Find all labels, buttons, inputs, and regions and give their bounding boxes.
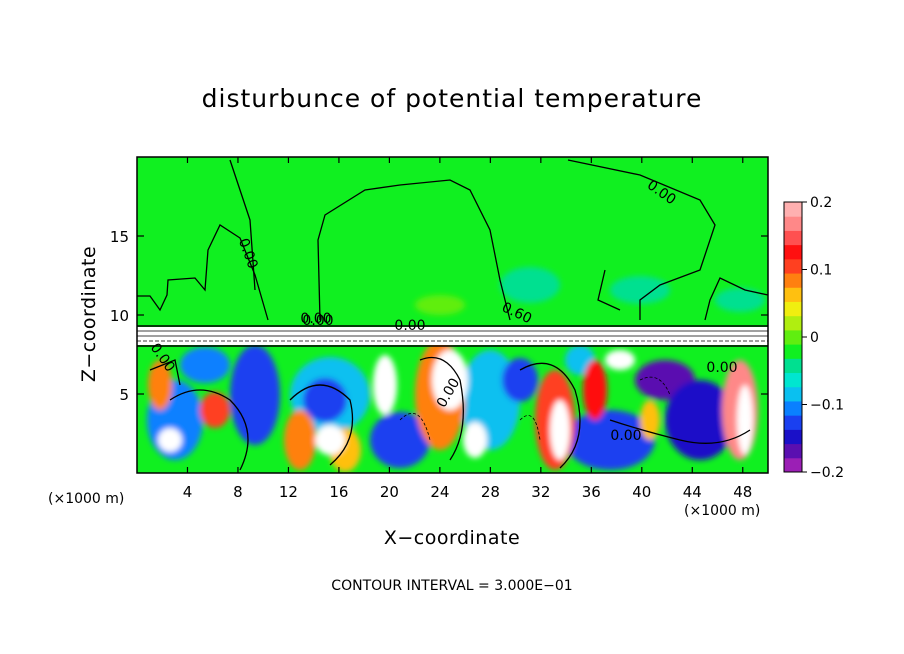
x-tick-label: 48 bbox=[733, 483, 752, 501]
contour-label: 0.00 bbox=[706, 360, 737, 376]
y-tick-label: 10 bbox=[110, 307, 129, 325]
x-unit-right: (×1000 m) bbox=[684, 503, 761, 519]
colorbar-swatch bbox=[784, 358, 802, 374]
x-tick-label: 24 bbox=[430, 483, 449, 501]
colorbar-swatch bbox=[784, 386, 802, 402]
colorbar-tick-label: 0.2 bbox=[810, 195, 832, 211]
x-unit-left: (×1000 m) bbox=[48, 491, 125, 507]
x-tick-label: 36 bbox=[582, 483, 601, 501]
colorbar-tick-label: −0.2 bbox=[810, 465, 844, 481]
colorbar-swatch bbox=[784, 315, 802, 331]
contour-label: 0.00 bbox=[610, 428, 641, 444]
y-axis-ticks: 5 10 15 bbox=[110, 228, 768, 404]
y-axis-label: Z−coordinate bbox=[78, 245, 100, 383]
x-tick-label: 12 bbox=[279, 483, 298, 501]
colorbar-swatch bbox=[784, 372, 802, 388]
colorbar-swatch bbox=[784, 202, 802, 217]
y-tick-label: 5 bbox=[119, 386, 129, 404]
colorbar-swatch bbox=[784, 344, 802, 359]
colorbar-tick-label: −0.1 bbox=[810, 398, 844, 414]
x-tick-label: 16 bbox=[329, 483, 348, 501]
contour-label: 0.00 bbox=[302, 313, 333, 329]
colorbar-swatch bbox=[784, 287, 802, 302]
colorbar-swatch bbox=[784, 273, 802, 288]
colorbar-swatch bbox=[784, 258, 802, 274]
x-tick-label: 40 bbox=[632, 483, 651, 501]
colorbar: 0.2 0.1 0 −0.1 −0.2 bbox=[783, 195, 844, 481]
y-tick-label: 15 bbox=[110, 228, 129, 246]
x-tick-label: 20 bbox=[380, 483, 399, 501]
colorbar-swatch bbox=[784, 244, 802, 260]
colorbar-swatch bbox=[784, 230, 802, 246]
colorbar-swatch bbox=[784, 429, 802, 445]
x-tick-label: 44 bbox=[683, 483, 702, 501]
colorbar-swatch bbox=[784, 443, 802, 459]
contour-label: 0.00 bbox=[394, 318, 425, 334]
x-axis-label: X−coordinate bbox=[383, 527, 521, 549]
x-tick-label: 32 bbox=[531, 483, 550, 501]
x-tick-label: 8 bbox=[233, 483, 243, 501]
colorbar-tick-label: 0.1 bbox=[810, 263, 832, 279]
colorbar-swatch bbox=[784, 400, 802, 416]
colorbar-swatch bbox=[784, 216, 802, 231]
contour-lines bbox=[137, 159, 768, 471]
x-axis-ticks: 4 8 12 16 20 24 28 32 36 40 44 48 bbox=[183, 157, 752, 501]
chart-title: disturbunce of potential temperature bbox=[201, 84, 703, 113]
contour-interval-note: CONTOUR INTERVAL = 3.000E−01 bbox=[331, 578, 573, 594]
contour-label: 0.00 bbox=[300, 311, 331, 327]
colorbar-tick-label: 0 bbox=[810, 330, 819, 346]
x-tick-label: 4 bbox=[183, 483, 193, 501]
turbulent-anomalies bbox=[147, 267, 765, 472]
colorbar-swatch bbox=[784, 301, 802, 317]
colorbar-swatch bbox=[784, 329, 802, 345]
colorbar-swatch bbox=[784, 415, 802, 430]
colorbar-swatch bbox=[784, 457, 802, 473]
x-tick-label: 28 bbox=[481, 483, 500, 501]
